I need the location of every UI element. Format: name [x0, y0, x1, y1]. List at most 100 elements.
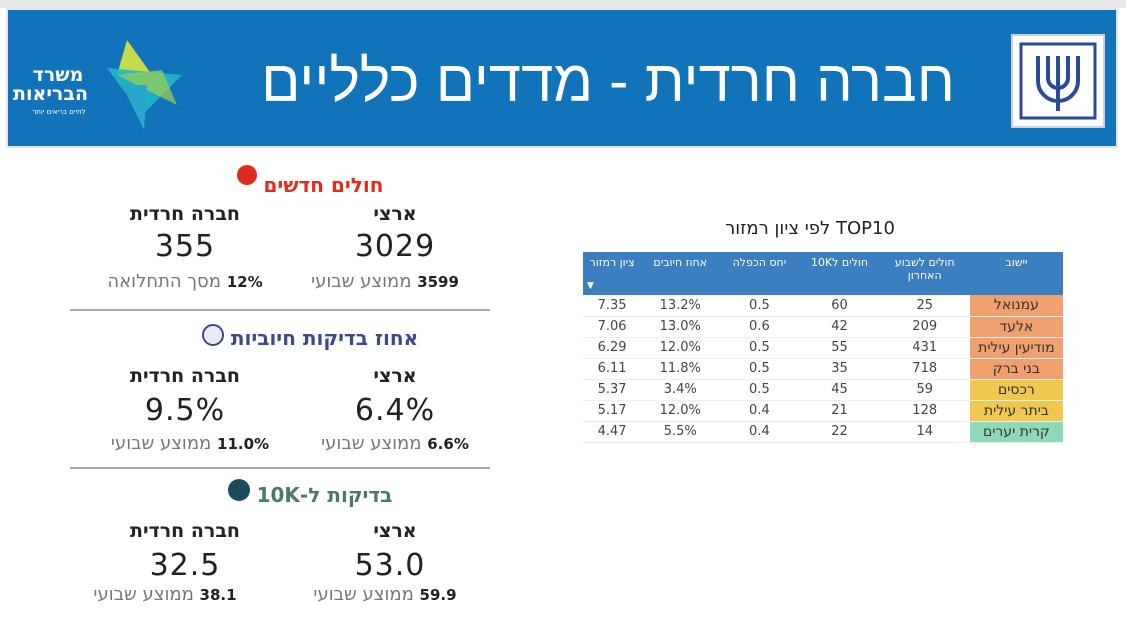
table-row[interactable]: קרית יערים 14 22 0.4 5.5% 4.47 [583, 421, 1063, 443]
sub-label: ממוצע שבועי [321, 433, 422, 454]
table-cell: 5.17 [583, 400, 642, 422]
haredi-sub: 11.0% ממוצע שבועי [95, 433, 285, 454]
table-cell: 21 [799, 400, 880, 422]
divider [70, 467, 490, 469]
page-title: חברה חרדית - מדדים כלליים [261, 49, 955, 114]
col-doubling-ratio[interactable]: יחס הכפלה [719, 252, 800, 295]
table-cell: 55 [799, 337, 880, 359]
sub-value: 6.6% [427, 435, 469, 453]
settlement-name: רכסים [969, 379, 1063, 401]
national-sub: 59.9 ממוצע שבועי [290, 584, 480, 605]
table-cell: 0.5 [719, 295, 800, 317]
table-row[interactable]: עמנואל 25 60 0.5 13.2% 7.35 [583, 295, 1063, 317]
table-cell: 60 [799, 295, 880, 317]
col-cases-last-week[interactable]: חולים לשבוע האחרון [879, 252, 970, 295]
settlement-name: קרית יערים [969, 421, 1063, 443]
sub-label: ממוצע שבועי [93, 584, 194, 605]
haredi-label: חברה חרדית [130, 520, 240, 542]
table-cell: 0.5 [719, 379, 800, 401]
divider [70, 309, 490, 311]
table-cell: 6.11 [583, 358, 642, 380]
table-cell: 3.4% [641, 379, 720, 401]
top-strip [0, 0, 1126, 8]
table-cell: 35 [799, 358, 880, 380]
table-cell: 0.5 [719, 337, 800, 359]
haredi-value: 9.5% [144, 393, 226, 428]
sub-label: ממוצע שבועי [311, 271, 412, 292]
table-cell: 11.8% [641, 358, 720, 380]
table-cell: 7.35 [583, 295, 642, 317]
logo-tagline: לחיים בריאים יותר [32, 108, 86, 116]
settlement-name: ביתר עילית [969, 400, 1063, 422]
national-label: ארצי [373, 520, 417, 542]
table-cell: 5.5% [641, 421, 720, 443]
test-tube-virus-icon [201, 324, 224, 346]
section-title-text: בדיקות ל-10K [256, 483, 393, 507]
national-sub: 6.6% ממוצע שבועי [300, 433, 490, 454]
table-cell: 13.0% [641, 316, 720, 338]
haredi-sub: 38.1 ממוצע שבועי [70, 584, 260, 605]
col-settlement[interactable]: יישוב [969, 252, 1063, 295]
table-cell: 5.37 [583, 379, 642, 401]
col-cases-per-10k[interactable]: חולים ל10K [799, 252, 880, 295]
table-cell: 6.29 [583, 337, 642, 359]
settlement-name: בני ברק [969, 358, 1063, 380]
sort-down-icon[interactable]: ▼ [587, 281, 594, 291]
section-title-text: חולים חדשים [263, 173, 384, 197]
table-row[interactable]: ביתר עילית 128 21 0.4 12.0% 5.17 [583, 400, 1063, 422]
ministry-emblem [1011, 34, 1105, 128]
menorah-emblem-icon [1019, 42, 1097, 120]
test-tubes-icon [227, 479, 250, 501]
haredi-label: חברה חרדית [130, 203, 240, 225]
col-ramzor-score[interactable]: ציון רמזור ▼ [583, 252, 642, 295]
col-label: ציון רמזור [589, 256, 635, 269]
table-title: TOP10 לפי ציון רמזור [725, 218, 895, 239]
star-logo-icon [107, 40, 182, 130]
table-cell: 45 [799, 379, 880, 401]
sub-label: ממוצע שבועי [313, 584, 414, 605]
logo-text: משרד הבריאות [12, 64, 88, 105]
table-cell: 718 [879, 358, 970, 380]
section-tests-per-10k-title: בדיקות ל-10K [170, 479, 450, 507]
sub-label: ממוצע שבועי [110, 433, 212, 454]
sub-value: 11.0% [217, 435, 270, 453]
sub-label: מסך התחלואה [107, 271, 221, 292]
settlement-name: מודיעין עילית [969, 337, 1063, 359]
table-header-row: יישוב חולים לשבוע האחרון חולים ל10K יחס … [583, 252, 1063, 295]
settlement-name: עמנואל [969, 295, 1063, 317]
table-row[interactable]: אלעד 209 42 0.6 13.0% 7.06 [583, 316, 1063, 338]
col-positive-rate[interactable]: אחוז חיובים [641, 252, 720, 295]
table-cell: 13.2% [641, 295, 720, 317]
table-row[interactable]: בני ברק 718 35 0.5 11.8% 6.11 [583, 358, 1063, 380]
top10-table: יישוב חולים לשבוע האחרון חולים ל10K יחס … [583, 252, 1063, 443]
ministry-logo: משרד הבריאות לחיים בריאים יותר [12, 30, 192, 130]
virus-icon [236, 165, 257, 185]
national-label: ארצי [373, 365, 417, 387]
table-cell: 12.0% [641, 337, 720, 359]
table-cell: 128 [879, 400, 970, 422]
table-cell: 22 [799, 421, 880, 443]
table-row[interactable]: רכסים 59 45 0.5 3.4% 5.37 [583, 379, 1063, 401]
national-label: ארצי [373, 203, 417, 225]
table-cell: 0.6 [719, 316, 800, 338]
table-cell: 209 [879, 316, 970, 338]
table-cell: 12.0% [641, 400, 720, 422]
table-cell: 0.5 [719, 358, 800, 380]
national-value: 53.0 [354, 548, 426, 583]
haredi-sub: 12% מסך התחלואה [80, 271, 290, 292]
section-new-cases-title: חולים חדשים [170, 165, 450, 197]
table-cell: 14 [879, 421, 970, 443]
settlement-name: אלעד [969, 316, 1063, 338]
table-row[interactable]: מודיעין עילית 431 55 0.5 12.0% 6.29 [583, 337, 1063, 359]
sub-value: 3599 [417, 273, 459, 291]
table-cell: 7.06 [583, 316, 642, 338]
table-cell: 25 [879, 295, 970, 317]
table-cell: 0.4 [719, 421, 800, 443]
header-banner: משרד הבריאות לחיים בריאים יותר חברה חרדי… [6, 8, 1118, 148]
table-cell: 431 [879, 337, 970, 359]
table-cell: 42 [799, 316, 880, 338]
haredi-label: חברה חרדית [130, 365, 240, 387]
sub-value: 12% [226, 273, 263, 291]
haredi-value: 355 [154, 229, 216, 264]
section-positive-rate-title: אחוז בדיקות חיוביות [170, 324, 450, 350]
